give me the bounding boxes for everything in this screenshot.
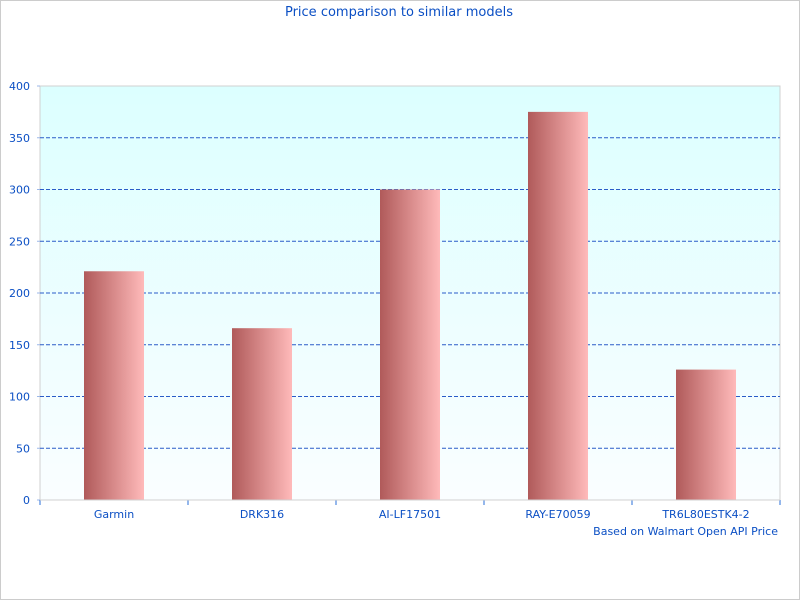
bar bbox=[676, 369, 736, 500]
x-tick-label: AI-LF17501 bbox=[379, 508, 441, 521]
y-tick-label: 300 bbox=[9, 184, 30, 197]
y-tick-label: 400 bbox=[9, 80, 30, 93]
y-tick-label: 200 bbox=[9, 287, 30, 300]
y-tick-label: 350 bbox=[9, 132, 30, 145]
x-tick-label: DRK316 bbox=[240, 508, 284, 521]
bar bbox=[84, 271, 144, 500]
x-tick-label: RAY-E70059 bbox=[525, 508, 590, 521]
chart-title: Price comparison to similar models bbox=[285, 5, 513, 20]
x-tick-label: Garmin bbox=[94, 508, 134, 521]
y-tick-label: 50 bbox=[16, 442, 30, 455]
y-tick-label: 150 bbox=[9, 339, 30, 352]
bar bbox=[528, 111, 588, 500]
y-tick-label: 0 bbox=[23, 494, 30, 507]
y-tick-label: 250 bbox=[9, 235, 30, 248]
footnote: Based on Walmart Open API Price bbox=[593, 525, 778, 538]
x-tick-label: TR6L80ESTK4-2 bbox=[661, 508, 749, 521]
y-tick-label: 100 bbox=[9, 391, 30, 404]
bar bbox=[380, 189, 440, 500]
bar bbox=[232, 328, 292, 500]
